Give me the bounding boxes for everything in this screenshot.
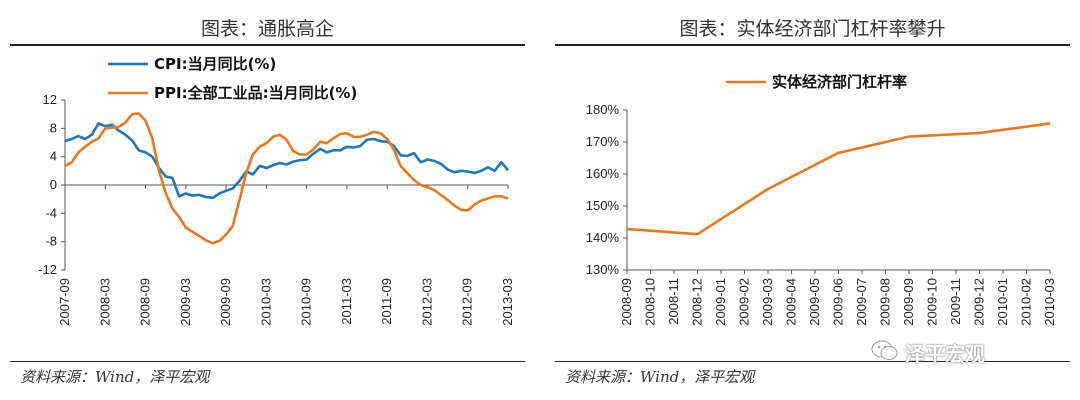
left-x-tick-label: 2009-03: [178, 278, 193, 326]
right-x-tick-label: 2009-03: [760, 278, 775, 326]
right-x-tick-label: 2009-05: [807, 278, 822, 326]
left-x-tick-label: 2010-03: [258, 278, 273, 326]
right-x-tick-label: 2009-01: [713, 278, 728, 326]
left-x-tick-label: 2009-09: [218, 278, 233, 326]
right-x-tick-label: 2009-11: [948, 278, 963, 325]
left-y-tick-label: 0: [50, 177, 57, 192]
right-x-tick-label: 2010-01: [995, 278, 1010, 326]
left-y-tick-label: -12: [38, 262, 57, 277]
right-chart-title: 图表：实体经济部门杠杆率攀升: [679, 18, 946, 40]
right-x-tick-label: 2009-02: [737, 278, 752, 326]
left-title-rule: [10, 44, 525, 46]
right-x-tick-label: 2008-12: [690, 278, 705, 326]
left-x-tick-label: 2008-03: [97, 278, 112, 326]
right-x-tick-label: 2009-10: [925, 278, 940, 326]
left-x-tick-label: 2008-09: [138, 278, 153, 326]
left-source-rule: [10, 361, 525, 362]
left-x-tick-label: 2011-09: [379, 278, 394, 325]
right-title-rule: [555, 44, 1070, 46]
left-y-tick-label: 12: [43, 92, 57, 107]
right-y-tick-label: 160%: [586, 166, 620, 181]
leverage-legend-label: 实体经济部门杠杆率: [772, 73, 907, 91]
left-x-tick-label: 2011-03: [339, 278, 354, 325]
ppi-series-line: [64, 112, 509, 245]
left-x-tick-label: 2012-03: [419, 278, 434, 326]
left-x-tick-label: 2007-09: [57, 278, 72, 326]
left-x-tick-label: 2012-09: [460, 278, 475, 326]
left-x-tick-label: 2010-09: [299, 278, 314, 326]
cpi-series-line: [64, 122, 509, 200]
right-x-tick-label: 2008-10: [643, 278, 658, 326]
wechat-icon: [871, 340, 898, 360]
right-x-tick-label: 2010-02: [1019, 278, 1034, 326]
left-y-tick-label: -8: [45, 234, 57, 249]
right-y-tick-label: 170%: [586, 134, 620, 149]
left-source-note: 资料来源：Wind，泽平宏观: [20, 368, 210, 386]
right-source-rule: [555, 361, 1070, 362]
right-x-tick-label: 2009-12: [972, 278, 987, 326]
right-x-tick-label: 2008-09: [619, 278, 634, 326]
left-y-tick-label: -4: [45, 205, 57, 220]
right-x-tick-label: 2009-07: [854, 278, 869, 326]
right-x-tick-label: 2010-03: [1042, 278, 1057, 326]
left-y-tick-label: 8: [50, 120, 57, 135]
right-x-tick-label: 2009-08: [878, 278, 893, 326]
right-y-tick-label: 180%: [586, 102, 620, 117]
right-x-tick-label: 2009-06: [831, 278, 846, 326]
left-chart-title: 图表：通胀高企: [200, 18, 334, 40]
left-y-tick-label: 4: [50, 149, 57, 164]
cpi-legend-label: CPI:当月同比(%): [154, 55, 276, 73]
right-y-tick-label: 130%: [586, 262, 620, 277]
ppi-legend-label: PPI:全部工业品:当月同比(%): [154, 84, 357, 102]
right-y-tick-label: 150%: [586, 198, 620, 213]
left-x-tick-label: 2013-03: [500, 278, 515, 326]
right-y-tick-label: 140%: [586, 230, 620, 245]
right-source-note: 资料来源：Wind，泽平宏观: [565, 368, 755, 386]
right-x-tick-label: 2009-04: [784, 278, 799, 326]
right-x-tick-label: 2008-11: [666, 278, 681, 325]
leverage-series-line: [626, 122, 1051, 236]
watermark-text: 泽平宏观: [905, 342, 985, 366]
right-x-tick-label: 2009-09: [901, 278, 916, 326]
